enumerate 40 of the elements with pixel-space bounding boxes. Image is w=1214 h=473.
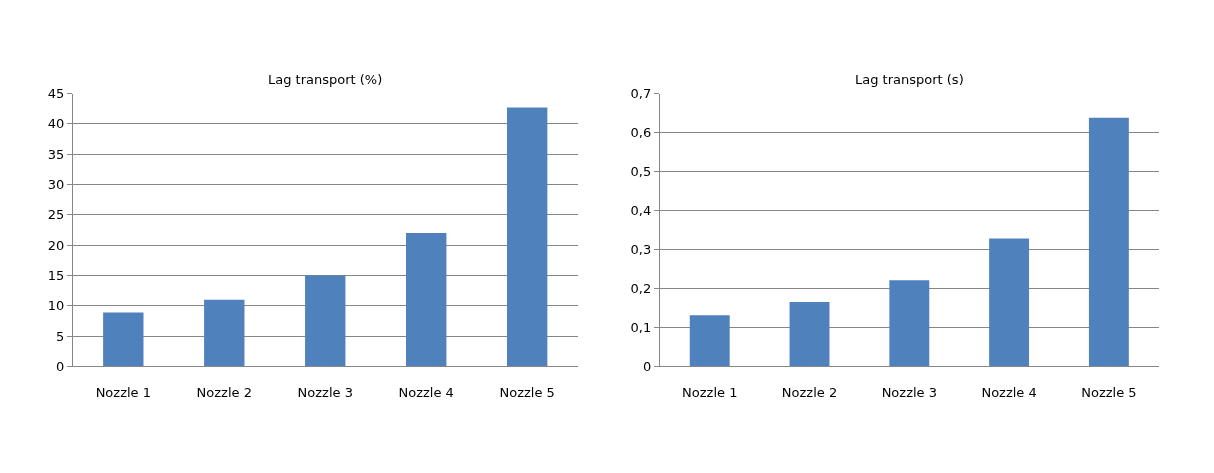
y-tick-label: 0,2 xyxy=(630,281,652,297)
chart-title: Lag transport (%) xyxy=(268,72,383,87)
x-tick-label: Nozzle 3 xyxy=(881,385,937,400)
chart-title: Lag transport (s) xyxy=(855,72,964,87)
x-tick-label: Nozzle 5 xyxy=(1081,385,1137,400)
x-tick-label: Nozzle 4 xyxy=(398,385,454,400)
bar xyxy=(989,238,1030,367)
bar xyxy=(1088,117,1129,367)
y-tick-label: 0,7 xyxy=(630,86,652,102)
y-tick-label: 5 xyxy=(55,328,65,344)
x-tick-label: Nozzle 1 xyxy=(95,385,151,400)
y-tick-label: 0,3 xyxy=(630,242,652,258)
y-tick-label: 40 xyxy=(47,116,65,132)
y-tick-label: 0 xyxy=(642,358,652,374)
bar xyxy=(689,315,730,367)
bar xyxy=(103,312,144,367)
bar xyxy=(789,302,830,367)
bar xyxy=(506,107,548,367)
y-tick-label: 0,1 xyxy=(630,319,652,335)
x-tick-label: Nozzle 2 xyxy=(196,385,252,400)
y-tick-label: 0 xyxy=(55,358,65,374)
y-tick-label: 15 xyxy=(47,268,65,284)
y-tick-label: 0,4 xyxy=(630,203,652,219)
y-tick-label: 10 xyxy=(47,298,65,314)
y-tick-label: 25 xyxy=(47,207,65,223)
x-tick-label: Nozzle 2 xyxy=(781,385,838,400)
y-tick-label: 45 xyxy=(47,86,65,102)
bar xyxy=(889,280,930,367)
x-tick-label: Nozzle 5 xyxy=(499,385,555,400)
y-tick-label: 0,6 xyxy=(630,125,652,141)
y-tick-label: 20 xyxy=(47,237,65,253)
x-tick-label: Nozzle 4 xyxy=(981,385,1037,400)
y-tick-label: 35 xyxy=(47,146,65,162)
y-tick-label: 0,5 xyxy=(630,164,652,180)
x-tick-label: Nozzle 3 xyxy=(297,385,353,400)
bar xyxy=(305,275,346,367)
bar xyxy=(204,299,245,367)
bar xyxy=(406,233,447,367)
y-tick-label: 30 xyxy=(47,177,65,193)
x-tick-label: Nozzle 1 xyxy=(682,385,738,400)
